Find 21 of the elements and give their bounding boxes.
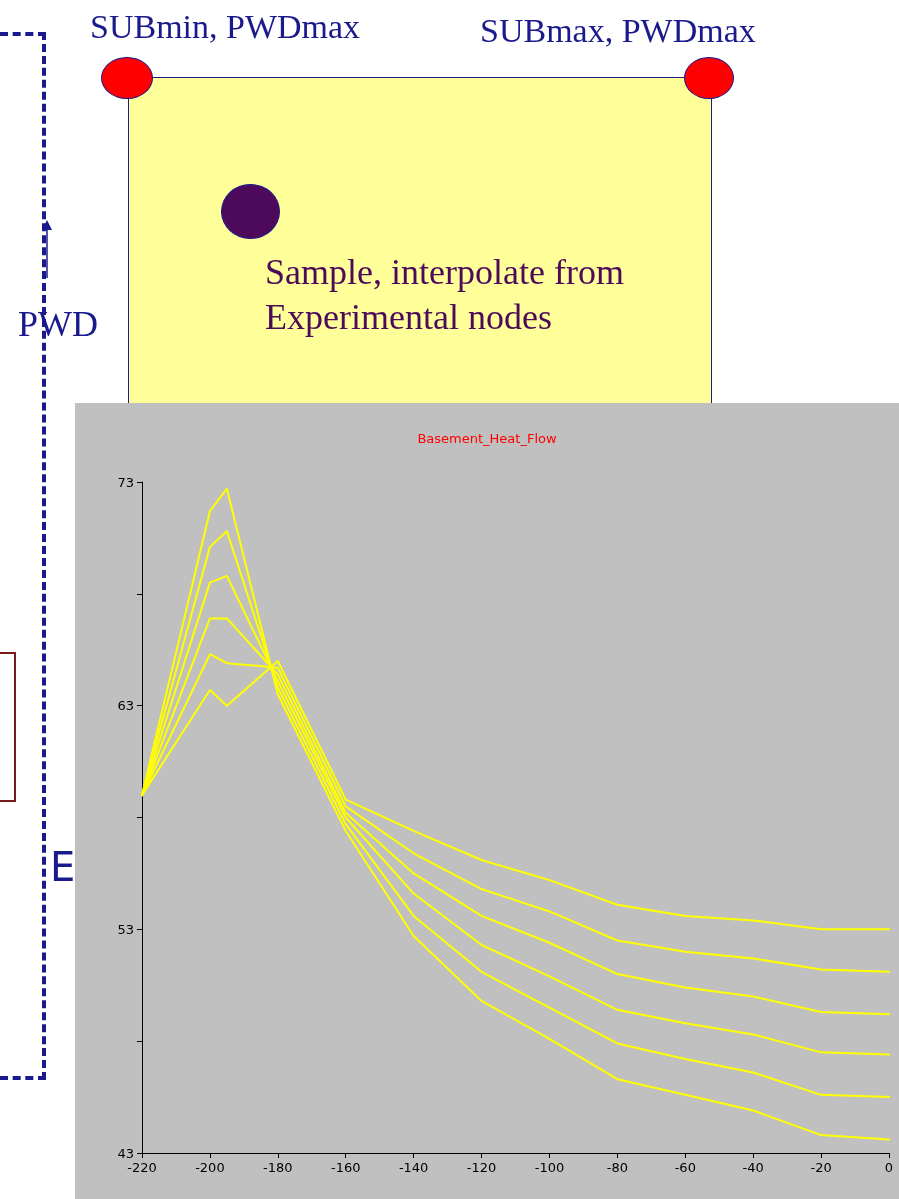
x-tick-label: -20 — [810, 1160, 832, 1175]
y-tick-label: 53 — [117, 921, 134, 937]
chart-title: Basement_Heat_Flow — [417, 431, 557, 446]
x-tick-label: -200 — [195, 1160, 225, 1175]
text: SUBmin, PWDmax — [90, 8, 361, 46]
x-tick-label: -140 — [398, 1160, 429, 1175]
x-tick-label: -80 — [606, 1160, 628, 1175]
x-tick-label: -220 — [127, 1160, 157, 1175]
text: Sample, interpolate from Experimental nodes — [265, 251, 624, 339]
y-tick-label: 43 — [117, 1145, 134, 1161]
x-tick-label: -180 — [263, 1160, 293, 1175]
y-tick-label: 73 — [117, 474, 134, 490]
x-tick-label: -160 — [330, 1160, 361, 1175]
x-tick-label: 0 — [884, 1160, 894, 1175]
text: E — [50, 844, 76, 890]
x-tick-label: -120 — [466, 1160, 497, 1175]
x-tick-label: -60 — [674, 1160, 696, 1175]
x-tick-label: -100 — [534, 1160, 565, 1175]
text: SUBmax, PWDmax — [480, 12, 756, 50]
y-tick-label: 63 — [117, 698, 134, 714]
x-tick-label: -40 — [742, 1160, 764, 1175]
